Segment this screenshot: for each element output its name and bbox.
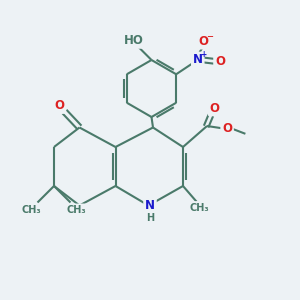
Text: N: N [193, 53, 203, 66]
Text: −: − [206, 32, 213, 41]
Text: N: N [145, 199, 155, 212]
Text: O: O [215, 55, 225, 68]
Text: CH₃: CH₃ [67, 205, 86, 215]
Text: HO: HO [124, 34, 143, 47]
Text: O: O [209, 101, 220, 115]
Text: CH₃: CH₃ [22, 205, 41, 215]
Text: CH₃: CH₃ [190, 202, 209, 213]
Text: O: O [222, 122, 232, 135]
Text: O: O [198, 35, 208, 48]
Text: +: + [200, 50, 206, 59]
Text: O: O [54, 99, 64, 112]
Text: H: H [146, 213, 154, 223]
